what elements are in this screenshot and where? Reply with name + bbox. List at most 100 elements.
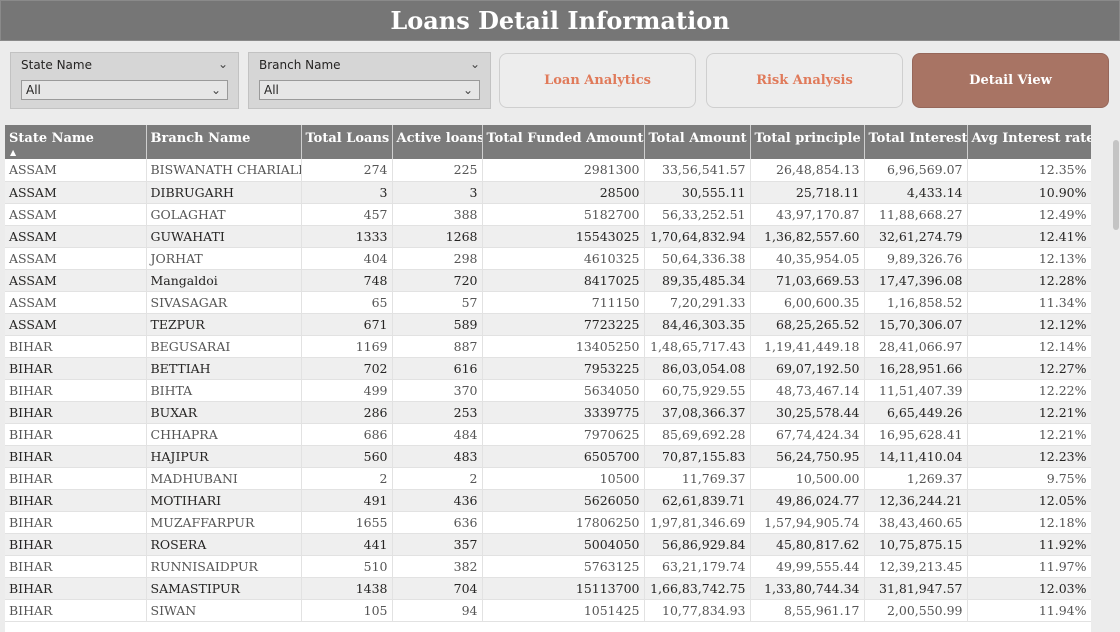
table-row[interactable]: ASSAM BISWANATH CHARIALI 274 225 2981300 33,5…: [5, 159, 1091, 182]
table-row[interactable]: ASSAM DIBRUGARH 3 3 28500 30,555.11 25,718.11 4…: [5, 181, 1091, 204]
state-name-dropdown[interactable]: All ⌄: [21, 80, 228, 100]
total-interest-cell: 12,36,244.21: [864, 489, 968, 513]
column-header-total-principle[interactable]: Total principle: [750, 125, 865, 159]
table-row[interactable]: BIHAR HAJIPUR 560 483 6505700 70,87,155.83 56,…: [5, 445, 1091, 469]
branch-name-cell: CHHAPRA: [146, 423, 302, 447]
table-row[interactable]: BIHAR SAMASTIPUR 1438 704 15113700 1,66,83,74…: [5, 577, 1091, 601]
state-name-cell: BIHAR: [5, 401, 147, 425]
avg-interest-rate-cell: 10.90%: [967, 181, 1091, 204]
column-header-branch-name[interactable]: Branch Name: [146, 125, 302, 159]
avg-interest-rate-cell: 12.21%: [967, 401, 1091, 425]
active-loans-cell: 2: [392, 467, 483, 491]
branch-name-cell: SIVASAGAR: [146, 291, 302, 314]
total-funded-amount-cell: 5182700: [482, 203, 645, 226]
state-name-cell: ASSAM: [5, 247, 147, 270]
active-loans-cell: 370: [392, 379, 483, 403]
table-row[interactable]: BIHAR BETTIAH 702 616 7953225 86,03,054.08 69,…: [5, 357, 1091, 380]
avg-interest-rate-cell: 9.75%: [967, 467, 1091, 491]
total-loans-cell: 1655: [301, 511, 393, 535]
chevron-down-icon[interactable]: ⌄: [462, 83, 473, 97]
table-row[interactable]: ASSAM JORHAT 404 298 4610325 50,64,336.38 40,3…: [5, 247, 1091, 270]
active-loans-cell: 357: [392, 533, 483, 557]
table-row[interactable]: BIHAR SIWAN 105 94 1051425 10,77,834.93 8,55,9…: [5, 599, 1091, 623]
total-principle-cell: 30,25,578.44: [750, 401, 865, 425]
table-row[interactable]: BIHAR RUNNISAIDPUR 510 382 5763125 63,21,179.…: [5, 555, 1091, 579]
total-principle-cell: 56,24,750.95: [750, 445, 865, 469]
column-header-state-name[interactable]: State Name ▲: [5, 125, 147, 159]
total-funded-amount-cell: 2981300: [482, 159, 645, 182]
column-header-total-loans[interactable]: Total Loans: [301, 125, 393, 159]
total-amount-cell: 30,555.11: [644, 181, 751, 204]
table-row[interactable]: BIHAR MUZAFFARPUR 1655 636 17806250 1,97,81,3…: [5, 511, 1091, 535]
avg-interest-rate-cell: 12.05%: [967, 489, 1091, 513]
total-funded-amount-cell: 3339775: [482, 401, 645, 425]
state-name-cell: ASSAM: [5, 203, 147, 226]
column-header-total-interest[interactable]: Total Interest: [864, 125, 968, 159]
avg-interest-rate-cell: 12.41%: [967, 225, 1091, 248]
table-row[interactable]: ASSAM SIVASAGAR 65 57 711150 7,20,291.33 6,00,…: [5, 291, 1091, 314]
table-row[interactable]: BIHAR MOTIHARI 491 436 5626050 62,61,839.71 49…: [5, 489, 1091, 513]
total-principle-cell: 6,00,600.35: [750, 291, 865, 314]
column-header-total-amount[interactable]: Total Amount: [644, 125, 751, 159]
table-row[interactable]: ASSAM GOLAGHAT 457 388 5182700 56,33,252.51 43…: [5, 203, 1091, 226]
state-name-cell: BIHAR: [5, 357, 147, 380]
column-header-active-loans[interactable]: Active loans: [392, 125, 483, 159]
total-principle-cell: 69,07,192.50: [750, 357, 865, 380]
chevron-down-icon[interactable]: ⌄: [210, 83, 221, 97]
total-loans-cell: 404: [301, 247, 393, 270]
loans-detail-table: State Name ▲ Branch Name Total Loans Acti…: [5, 125, 1091, 632]
detail-view-button[interactable]: Detail View: [912, 53, 1109, 108]
state-name-slicer[interactable]: State Name ⌄ All ⌄: [10, 52, 239, 109]
total-interest-cell: 14,11,410.04: [864, 445, 968, 469]
state-name-cell: BIHAR: [5, 555, 147, 579]
table-row[interactable]: BIHAR ROSERA 441 357 5004050 56,86,929.84 45,8…: [5, 533, 1091, 557]
chevron-down-icon[interactable]: ⌄: [217, 57, 228, 71]
loan-analytics-button-label: Loan Analytics: [544, 73, 651, 88]
avg-interest-rate-cell: 12.23%: [967, 445, 1091, 469]
table-row[interactable]: ASSAM GUWAHATI 1333 1268 15543025 1,70,64,832…: [5, 225, 1091, 248]
branch-name-cell: GOLAGHAT: [146, 203, 302, 226]
branch-name-cell: DIBRUGARH: [146, 181, 302, 204]
active-loans-cell: 225: [392, 159, 483, 182]
table-row[interactable]: BIHAR MADHUBANI 2 2 10500 11,769.37 10,500.00 1…: [5, 467, 1091, 491]
table-row[interactable]: ASSAM Mangaldoi 748 720 8417025 89,35,485.34 7…: [5, 269, 1091, 292]
branch-name-dropdown[interactable]: All ⌄: [259, 80, 480, 100]
loan-analytics-button[interactable]: Loan Analytics: [499, 53, 696, 108]
total-principle-cell: 1,36,82,557.60: [750, 225, 865, 248]
total-amount-cell: 85,69,692.28: [644, 423, 751, 447]
branch-name-cell: BEGUSARAI: [146, 335, 302, 358]
total-funded-amount-cell: 5763125: [482, 555, 645, 579]
total-loans-cell: 457: [301, 203, 393, 226]
avg-interest-rate-cell: 12.35%: [967, 159, 1091, 182]
total-loans-cell: 65: [301, 291, 393, 314]
table-scrollbar-thumb[interactable]: [1113, 140, 1119, 230]
total-principle-cell: 48,73,467.14: [750, 379, 865, 403]
total-funded-amount-cell: 28500: [482, 181, 645, 204]
total-loans-cell: 702: [301, 357, 393, 380]
total-amount-cell: 11,769.37: [644, 467, 751, 491]
total-interest-cell: 11,51,407.39: [864, 379, 968, 403]
table-row[interactable]: ASSAM TEZPUR 671 589 7723225 84,46,303.35 68,2…: [5, 313, 1091, 336]
table-row[interactable]: BIHAR BUXAR 286 253 3339775 37,08,366.37 30,25…: [5, 401, 1091, 425]
state-name-cell: BIHAR: [5, 511, 147, 535]
state-name-cell: ASSAM: [5, 181, 147, 204]
branch-name-cell: MUZAFFARPUR: [146, 511, 302, 535]
column-header-total-funded-amount[interactable]: Total Funded Amount: [482, 125, 645, 159]
total-amount-cell: 33,56,541.57: [644, 159, 751, 182]
table-row[interactable]: BIHAR BIHTA 499 370 5634050 60,75,929.55 48,73…: [5, 379, 1091, 403]
total-principle-cell: 49,86,024.77: [750, 489, 865, 513]
table-scrollbar[interactable]: [1111, 125, 1120, 632]
total-funded-amount-cell: 15543025: [482, 225, 645, 248]
table-row[interactable]: BIHAR CHHAPRA 686 484 7970625 85,69,692.28 67,…: [5, 423, 1091, 447]
active-loans-cell: 253: [392, 401, 483, 425]
avg-interest-rate-cell: 11.94%: [967, 599, 1091, 623]
column-header-avg-interest-rate[interactable]: Avg Interest rate: [967, 125, 1091, 159]
total-amount-cell: 63,21,179.74: [644, 555, 751, 579]
risk-analysis-button[interactable]: Risk Analysis: [706, 53, 903, 108]
branch-name-cell: ROSERA: [146, 533, 302, 557]
chevron-down-icon[interactable]: ⌄: [469, 57, 480, 71]
branch-name-slicer[interactable]: Branch Name ⌄ All ⌄: [248, 52, 491, 109]
total-amount-cell: 84,46,303.35: [644, 313, 751, 336]
table-row[interactable]: BIHAR BEGUSARAI 1169 887 13405250 1,48,65,717…: [5, 335, 1091, 358]
total-funded-amount-cell: 5634050: [482, 379, 645, 403]
